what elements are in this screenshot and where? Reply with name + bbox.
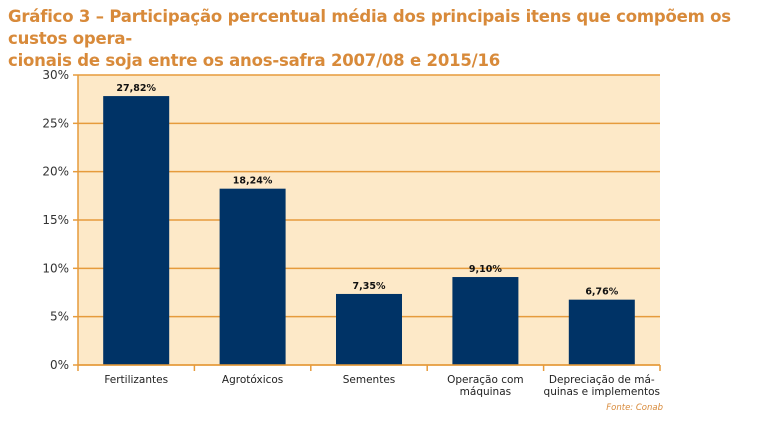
y-tick-label: 25%	[42, 116, 69, 130]
y-tick-label: 15%	[42, 213, 69, 227]
category-label: Agrotóxicos	[222, 374, 283, 386]
category-label: Sementes	[343, 374, 396, 386]
bar	[219, 188, 286, 365]
bars	[103, 96, 635, 365]
data-label: 27,82%	[116, 83, 156, 94]
category-label: Depreciação de má-	[549, 374, 655, 386]
y-tick-label: 20%	[42, 165, 69, 179]
data-label: 18,24%	[233, 176, 273, 187]
chart-title-line-1: Gráfico 3 – Participação percentual médi…	[8, 7, 731, 48]
y-tick-label: 0%	[50, 358, 69, 372]
y-tick-label: 30%	[42, 68, 69, 82]
category-label: máquinas	[460, 386, 511, 398]
source-note: Fonte: Conab	[606, 403, 663, 413]
y-tick-label: 10%	[42, 261, 69, 275]
category-label: Operação com	[447, 374, 524, 386]
category-label: quinas e implementos	[544, 386, 660, 398]
data-label: 6,76%	[585, 287, 618, 298]
data-label: 7,35%	[353, 281, 386, 292]
bar	[452, 277, 519, 365]
bar	[336, 293, 402, 365]
y-axis-tick-labels: 0% 5% 10% 15% 20% 25% 30%	[42, 68, 69, 372]
category-label: Fertilizantes	[104, 374, 168, 386]
chart-title: Gráfico 3 – Participação percentual médi…	[8, 6, 768, 72]
axes	[77, 75, 661, 371]
chart-title-line-2: cionais de soja entre os anos-safra 2007…	[8, 51, 501, 70]
bar	[103, 96, 170, 365]
data-label: 9,10%	[469, 264, 502, 275]
data-labels: 27,82% 18,24% 7,35% 9,10% 6,76%	[116, 83, 618, 298]
x-axis-category-labels: Fertilizantes Agrotóxicos Sementes Operação…	[104, 374, 660, 398]
bar	[568, 299, 635, 365]
y-tick-label: 5%	[50, 310, 69, 324]
